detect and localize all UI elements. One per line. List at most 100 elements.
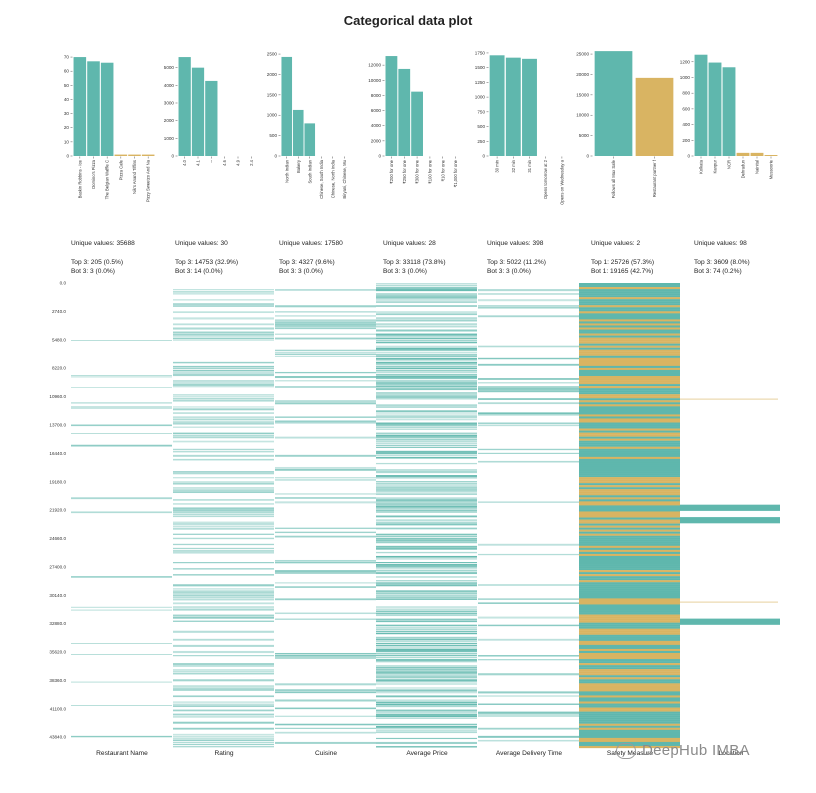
bar xyxy=(505,57,521,156)
strip-row xyxy=(275,562,376,564)
strip-row xyxy=(173,361,274,364)
bar xyxy=(385,56,398,156)
stat-top: Top 3: 205 (0.5%) xyxy=(71,258,124,266)
row-tick-label: 5480.0 xyxy=(52,337,66,342)
strip-row xyxy=(579,450,680,453)
strip-row xyxy=(275,582,376,584)
strip-row xyxy=(478,452,579,454)
y-tick-label: 500 xyxy=(269,133,277,138)
strip-row xyxy=(376,636,477,639)
strip-row xyxy=(478,422,579,424)
strip-row xyxy=(478,624,579,627)
strip-row xyxy=(376,363,477,366)
strip-row xyxy=(173,289,274,291)
strip-row xyxy=(173,491,274,494)
strip-row xyxy=(478,703,579,705)
strip-row xyxy=(376,592,477,594)
strip-row xyxy=(579,424,680,427)
x-tick-label: 32 min xyxy=(511,159,516,172)
stat-top: Top 1: 25726 (57.3%) xyxy=(591,258,655,266)
strip-row xyxy=(579,442,680,445)
strip-row xyxy=(376,297,477,299)
strip-row xyxy=(579,652,680,656)
wechat-icon xyxy=(616,743,636,760)
strip-row xyxy=(579,568,680,571)
strip-row xyxy=(376,584,477,587)
strip-row xyxy=(579,430,680,433)
strip-row xyxy=(173,331,274,334)
strip-row xyxy=(173,450,274,453)
strip-row xyxy=(173,608,274,611)
strip-row xyxy=(376,628,477,631)
strip-row xyxy=(579,384,680,387)
strip-row xyxy=(173,596,274,598)
strip-row xyxy=(173,487,274,489)
strip-row xyxy=(579,608,680,611)
y-tick-label: 5000 xyxy=(579,133,590,138)
y-tick-label: 2000 xyxy=(371,138,382,143)
strip-row xyxy=(579,517,680,520)
x-tick-label: 31 min xyxy=(527,159,532,172)
strip-row xyxy=(376,572,477,575)
strip-row xyxy=(376,398,477,400)
strip-row xyxy=(173,511,274,513)
strip-row xyxy=(376,630,477,633)
strip-row xyxy=(275,493,376,495)
stat-bot: Bot 3: 3 (0.0%) xyxy=(487,268,531,275)
strip-row xyxy=(579,574,680,577)
strip-row xyxy=(579,727,680,730)
strip-row xyxy=(579,648,680,652)
strip-row xyxy=(376,671,477,674)
location-block xyxy=(680,517,780,524)
strip-row xyxy=(579,628,680,631)
strip-row xyxy=(579,527,680,530)
strip-row xyxy=(478,695,579,697)
strip-row xyxy=(579,367,680,371)
stat-unique: Unique values: 98 xyxy=(694,240,747,247)
y-tick-label: 12000 xyxy=(368,63,381,68)
strip-row xyxy=(579,735,680,739)
strip-row xyxy=(376,507,477,509)
strip-row xyxy=(376,545,477,548)
bar xyxy=(73,57,87,156)
x-tick-label: Nainital xyxy=(755,160,760,174)
strip-row xyxy=(579,721,680,724)
strip-row xyxy=(173,620,274,622)
strip-row xyxy=(275,657,376,659)
strip-row xyxy=(376,365,477,368)
strip-row xyxy=(579,458,680,462)
x-tick-label: Chinese, South India xyxy=(319,159,324,199)
strip-row xyxy=(579,719,680,722)
strip-row xyxy=(173,507,274,510)
x-tick-label: Chinese, North India xyxy=(330,159,335,198)
strip-row xyxy=(579,529,680,532)
strip-row xyxy=(173,735,274,738)
strip-row xyxy=(579,531,680,534)
y-tick-label: 750 xyxy=(477,109,485,114)
strip-row xyxy=(579,549,680,553)
y-tick-label: 2000 xyxy=(267,72,278,77)
strip-row xyxy=(579,343,680,346)
strip-row xyxy=(579,586,680,589)
x-tick-label: Mussoorie xyxy=(769,159,774,179)
strip-row xyxy=(173,590,274,593)
y-tick-label: 4000 xyxy=(371,123,382,128)
strip-row xyxy=(173,703,274,706)
strip-row xyxy=(478,402,579,405)
strip-row xyxy=(579,731,680,734)
strip-row xyxy=(579,614,680,617)
row-tick-label: 16440.0 xyxy=(49,451,66,456)
strip-row xyxy=(275,355,376,357)
strip-row xyxy=(275,689,376,691)
row-tick-label: 43840.0 xyxy=(49,735,66,740)
strip-row xyxy=(376,339,477,341)
y-tick-label: 0 xyxy=(586,154,589,159)
strip-row xyxy=(579,327,680,330)
strip-row xyxy=(579,659,680,662)
strip-row xyxy=(376,652,477,655)
strip-row xyxy=(376,450,477,453)
strip-row xyxy=(71,576,172,578)
strip-row xyxy=(376,487,477,489)
bar xyxy=(292,109,304,156)
strip-row xyxy=(376,737,477,740)
